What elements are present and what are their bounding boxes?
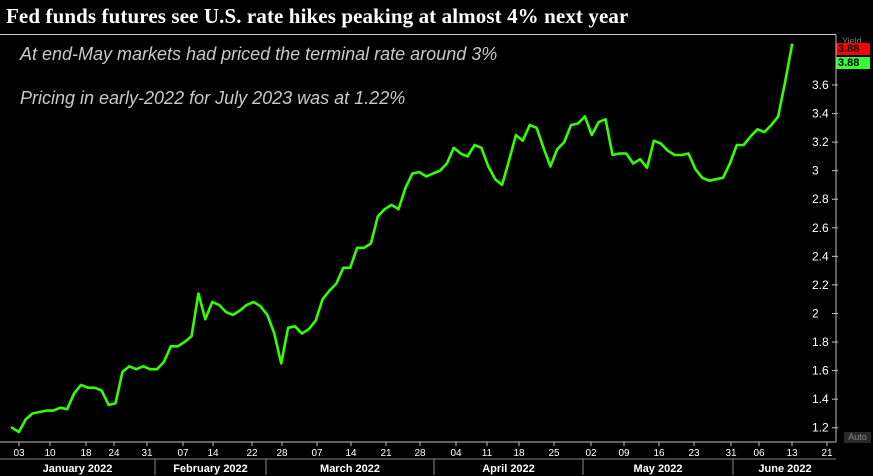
x-tick-label: 14 [345,448,357,459]
x-tick-label: 07 [311,448,323,459]
last-value-badge-red: 3.88 [836,43,870,55]
y-tick-label: 3.2 [812,135,829,149]
series-last-point [790,43,794,47]
last-value-badge-green: 3.88 [836,57,870,69]
series-layer [10,43,794,434]
x-tick-label: 28 [276,448,288,459]
y-tick-label: 2.4 [812,249,829,263]
y-tick-label: 2 [812,306,819,320]
x-tick-label: 16 [653,448,665,459]
month-label: April 2022 [482,463,535,475]
x-tick-label: 14 [207,448,219,459]
x-tick-label: 25 [548,448,560,459]
chart-title: Fed funds futures see U.S. rate hikes pe… [6,4,629,28]
x-tick-label: 21 [821,448,833,459]
x-tick-label: 18 [80,448,92,459]
annotation-early-2022-pricing: Pricing in early-2022 for July 2023 was … [20,88,406,108]
y-tick-label: 1.2 [812,421,829,435]
x-tick-label: 21 [380,448,392,459]
y-tick-label: 2.8 [812,192,829,206]
x-tick-label: 06 [753,448,765,459]
x-tick-label: 03 [13,448,25,459]
y-tick-label: 2.2 [812,278,829,292]
month-label: May 2022 [634,463,683,475]
y-tick-label: 1.6 [812,364,829,378]
y-tick-label: 1.4 [812,392,829,406]
title-divider [0,34,836,35]
x-tick-label: 02 [585,448,597,459]
x-tick-label: 09 [618,448,630,459]
x-tick-label: 24 [108,448,120,459]
x-tick-label: 13 [786,448,798,459]
x-axis: 03 10 18 24 31 07 14 22 28 07 14 21 28 04 11 18 25 02 09 16… [0,442,836,475]
x-tick-label: 23 [688,448,700,459]
plot-frame [0,35,837,443]
x-tick-label: 31 [725,448,737,459]
y-tick-label: 3.4 [812,107,829,121]
y-axis-title: Yield [842,36,862,46]
x-tick-label: 10 [44,448,56,459]
y-tick-label: 2.6 [812,221,829,235]
x-tick-label: 04 [450,448,462,459]
month-label: January 2022 [43,463,113,475]
annotation-terminal-rate: At end-May markets had priced the termin… [20,44,498,64]
series-line-0 [10,43,794,434]
month-label: March 2022 [320,463,380,475]
y-tick-label: 3 [812,164,819,178]
x-tick-label: 11 [482,448,493,459]
x-tick-label: 18 [513,448,525,459]
x-tick-label: 28 [414,448,426,459]
y-tick-label: 1.8 [812,335,829,349]
x-tick-label: 07 [177,448,189,459]
y-axis: 1.2 1.4 1.6 1.8 2 2.2 2.4 2.6 2.8 3 3.2 3.4 3.6 [812,78,838,435]
x-tick-label: 31 [141,448,153,459]
month-label: June 2022 [758,463,811,475]
x-tick-label: 22 [246,448,258,459]
month-label: February 2022 [173,463,248,475]
auto-scale-button[interactable]: Auto [844,432,871,443]
y-tick-label: 3.6 [812,78,829,92]
